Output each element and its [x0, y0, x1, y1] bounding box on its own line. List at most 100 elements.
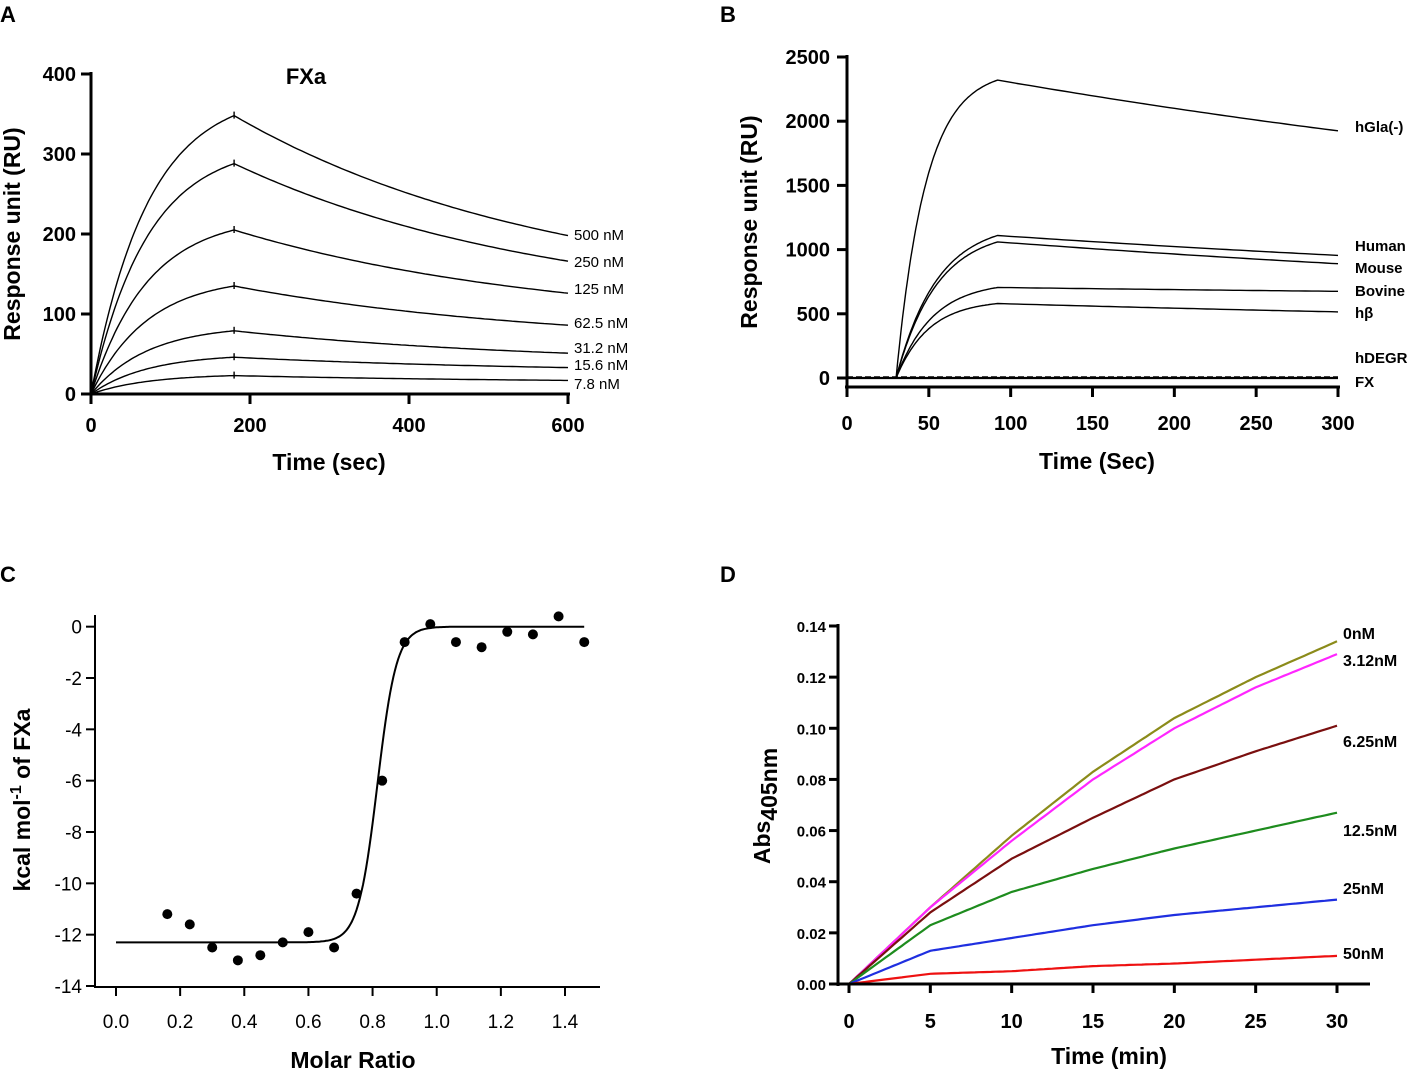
- panel-c-data-point: [277, 937, 288, 948]
- panel-d-series-label: 12.5nM: [1343, 823, 1397, 840]
- panel-d-y-axis-title-main: Abs: [749, 821, 775, 864]
- panel-a-series-line: [90, 229, 569, 395]
- panel-a-series-line: [90, 162, 569, 395]
- panel-a-y-tick-label: 200: [43, 224, 76, 246]
- panel-a-series-label: 31.2 nM: [574, 340, 628, 357]
- panel-c-y-axis-title: kcal mol-1 of FXa: [8, 708, 35, 891]
- panel-c-data-point: [207, 942, 218, 953]
- panel-c-y-axis-title-main: kcal mol: [9, 799, 35, 891]
- panel-d-x-axis-title: Time (min): [1051, 1043, 1167, 1069]
- panel-d-x-tick-label: 30: [1326, 1011, 1348, 1033]
- panel-a-x-axis-title: Time (sec): [272, 449, 385, 475]
- panel-b-x-tick-label: 250: [1239, 413, 1272, 435]
- panel-a-series-label: 500 nM: [574, 227, 624, 244]
- panel-d-y-tick-label: 0.10: [797, 721, 826, 738]
- panel-c-x-axis-title: Molar Ratio: [290, 1047, 415, 1072]
- panel-a-x-tick-label: 200: [233, 415, 266, 437]
- panel-a-series-line: [90, 330, 569, 395]
- panel-c-x-tick-label: 0.0: [103, 1012, 129, 1033]
- panel-c-data-point: [255, 950, 266, 961]
- panel-b-y-axis-title: Response unit (RU): [736, 115, 762, 328]
- panel-a-x-tick-label: 0: [85, 415, 96, 437]
- panel-c-x-tick-label: 1.0: [424, 1012, 450, 1033]
- panel-a-y-axis-title: Response unit (RU): [0, 127, 25, 340]
- panel-d-series-label: 25nM: [1343, 881, 1384, 898]
- panel-c-data-point: [303, 927, 314, 938]
- panel-c-data-point: [579, 637, 590, 648]
- panel-c-data-point: [399, 637, 410, 648]
- panel-b-series-label: hDEGR: [1355, 350, 1408, 367]
- panel-c-data-point: [184, 919, 195, 930]
- panel-c-x-tick-label: 0.8: [359, 1012, 385, 1033]
- panel-c-data-point: [502, 626, 513, 637]
- panel-d-y-axis-title-sub: 405nm: [756, 748, 782, 821]
- panel-c-y-tick-label: -8: [65, 823, 82, 844]
- panel-c-data-point: [553, 611, 564, 622]
- panel-letter-d: D: [720, 562, 736, 587]
- panel-a-x-tick-label: 600: [551, 415, 584, 437]
- panel-d-series-label: 3.12nM: [1343, 653, 1397, 670]
- panel-b-series-label: FX: [1355, 374, 1374, 391]
- panel-c-y-tick-label: -4: [65, 720, 82, 741]
- panel-d-series-label: 50nM: [1343, 946, 1384, 963]
- panel-a-series-label: 125 nM: [574, 281, 624, 298]
- panel-b-series-label: Bovine: [1355, 283, 1405, 300]
- panel-b-x-tick-label: 100: [994, 413, 1027, 435]
- panel-d-series-line: [848, 653, 1338, 985]
- panel-b-x-tick-label: 150: [1076, 413, 1109, 435]
- panel-letter-b: B: [720, 2, 736, 27]
- panel-b-x-axis-title: Time (Sec): [1039, 448, 1155, 474]
- panel-b-series-label: Human: [1355, 238, 1406, 255]
- panel-c-y-axis-title-sup: -1: [8, 785, 25, 799]
- panel-a-chart: FXa 500 nM 250 nM 125 nM 62.5 nM 31.2 nM15.6…: [0, 64, 628, 475]
- panel-letter-c: C: [0, 562, 16, 587]
- panel-b-x-tick-label: 300: [1321, 413, 1354, 435]
- panel-b-series-label: hGla(-): [1355, 119, 1403, 136]
- panel-d-chart: 0nM 3.12nM 6.25nM 12.5nM 25nM 50nM 0 5 10 15 20 25…: [749, 619, 1397, 1069]
- panel-c-x-tick-label: 0.6: [295, 1012, 321, 1033]
- panel-d-series-label: 6.25nM: [1343, 734, 1397, 751]
- panel-c-x-tick-label: 0.2: [167, 1012, 193, 1033]
- panel-d-x-tick-label: 15: [1082, 1011, 1104, 1033]
- panel-c-data-point: [377, 775, 388, 786]
- panel-b-series-label: hβ: [1355, 305, 1373, 322]
- panel-d-y-tick-label: 0.00: [797, 977, 826, 994]
- panel-c-fit-curve: [116, 625, 585, 944]
- panel-d-y-tick-label: 0.02: [797, 926, 826, 943]
- panel-b-series-line: [847, 302, 1339, 379]
- panel-d-y-tick-label: 0.14: [797, 619, 827, 636]
- panel-b-series-line: [847, 286, 1338, 379]
- panel-b-x-tick-label: 0: [841, 413, 852, 435]
- panel-c-y-axis-title-tail: of FXa: [9, 708, 35, 785]
- panel-b-series-line: [847, 79, 1339, 379]
- panel-a-series-label: 62.5 nM: [574, 315, 628, 332]
- panel-b-y-tick-label: 1500: [786, 175, 831, 197]
- panel-c-data-point: [162, 909, 173, 920]
- panel-a-series-line: [90, 285, 569, 395]
- panel-b-x-tick-label: 50: [918, 413, 940, 435]
- panel-b-y-tick-label: 1000: [786, 240, 831, 262]
- panel-c-data-point: [232, 955, 243, 966]
- panel-d-series-line: [848, 724, 1338, 985]
- panel-c-y-tick-label: -6: [65, 772, 82, 793]
- panel-a-series-label: 250 nM: [574, 254, 624, 271]
- panel-d-x-tick-label: 5: [925, 1011, 936, 1033]
- panel-a-series-line: [90, 114, 569, 395]
- panel-b-y-tick-label: 500: [797, 304, 830, 326]
- panel-b-y-tick-label: 0: [819, 368, 830, 390]
- panel-d-series-label: 0nM: [1343, 626, 1375, 643]
- panel-c-y-tick-label: -12: [55, 926, 82, 947]
- panel-d-series-line: [848, 640, 1338, 985]
- panel-d-y-tick-label: 0.06: [797, 824, 826, 841]
- panel-c-data-point: [425, 619, 436, 630]
- panel-d-series-line: [848, 898, 1338, 986]
- panel-c-data-point: [527, 629, 538, 640]
- panel-d-y-tick-label: 0.08: [797, 772, 826, 789]
- panel-d-y-axis-title: Abs405nm: [749, 748, 782, 864]
- panel-a-title: FXa: [286, 64, 327, 89]
- panel-a-x-tick-label: 400: [392, 415, 425, 437]
- panel-a-y-tick-label: 100: [43, 304, 76, 326]
- panel-b-x-tick-label: 200: [1158, 413, 1191, 435]
- panel-d-y-tick-label: 0.12: [797, 670, 826, 687]
